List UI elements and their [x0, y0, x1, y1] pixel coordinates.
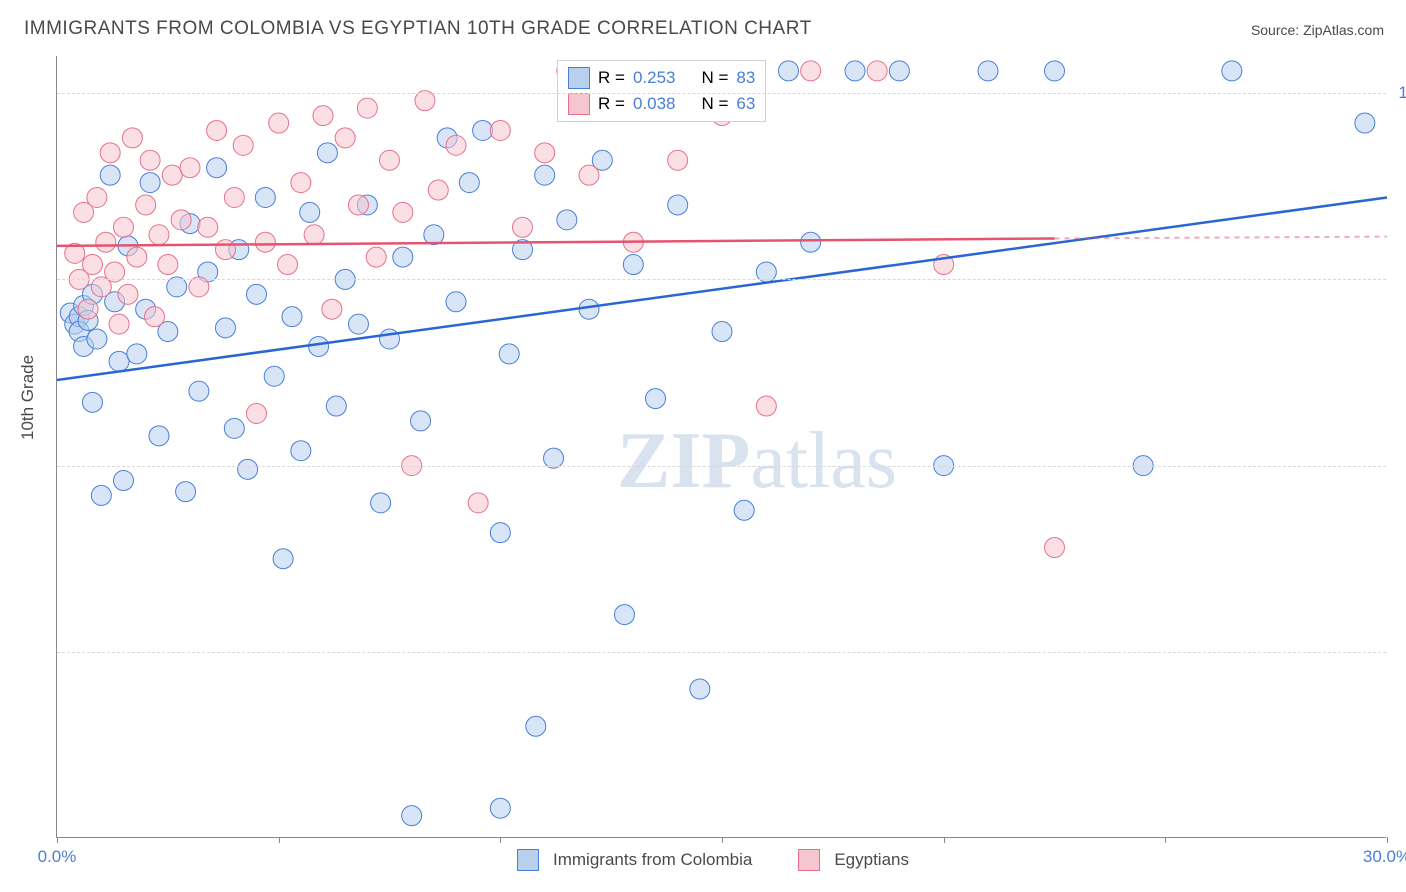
- legend-row-series2: R = 0.038 N = 63: [568, 91, 755, 117]
- x-tick: [57, 837, 58, 843]
- chart-canvas: [57, 56, 1387, 838]
- series2-name: Egyptians: [834, 850, 909, 870]
- gridline: [57, 652, 1386, 653]
- gridline: [57, 93, 1386, 94]
- swatch-series2-bottom: [798, 849, 820, 871]
- series1-name: Immigrants from Colombia: [553, 850, 752, 870]
- y-tick-label: 100.0%: [1396, 83, 1406, 103]
- x-tick: [722, 837, 723, 843]
- x-tick: [944, 837, 945, 843]
- n-label: N =: [701, 68, 728, 88]
- n-label: N =: [701, 94, 728, 114]
- x-tick: [1165, 837, 1166, 843]
- y-tick-label: 85.0%: [1396, 642, 1406, 662]
- n-value-series2: 63: [736, 94, 755, 114]
- swatch-series1: [568, 67, 590, 89]
- r-label: R =: [598, 68, 625, 88]
- y-axis-label: 10th Grade: [18, 355, 38, 440]
- plot-area: ZIPatlas R = 0.253 N = 83 R = 0.038 N = …: [56, 56, 1386, 838]
- legend-row-series1: R = 0.253 N = 83: [568, 65, 755, 91]
- gridline: [57, 279, 1386, 280]
- y-tick-label: 95.0%: [1396, 269, 1406, 289]
- series-legend: Immigrants from Colombia Egyptians: [517, 849, 909, 871]
- r-value-series2: 0.038: [633, 94, 676, 114]
- r-label: R =: [598, 94, 625, 114]
- x-tick: [1387, 837, 1388, 843]
- r-value-series1: 0.253: [633, 68, 676, 88]
- chart-title: IMMIGRANTS FROM COLOMBIA VS EGYPTIAN 10T…: [24, 18, 812, 40]
- x-tick-label: 0.0%: [38, 847, 77, 867]
- source-attribution: Source: ZipAtlas.com: [1251, 22, 1384, 38]
- x-tick-label: 30.0%: [1363, 847, 1406, 867]
- swatch-series2: [568, 93, 590, 115]
- x-tick: [279, 837, 280, 843]
- correlation-legend: R = 0.253 N = 83 R = 0.038 N = 63: [557, 60, 766, 122]
- swatch-series1-bottom: [517, 849, 539, 871]
- x-tick: [500, 837, 501, 843]
- gridline: [57, 466, 1386, 467]
- y-tick-label: 90.0%: [1396, 456, 1406, 476]
- n-value-series1: 83: [736, 68, 755, 88]
